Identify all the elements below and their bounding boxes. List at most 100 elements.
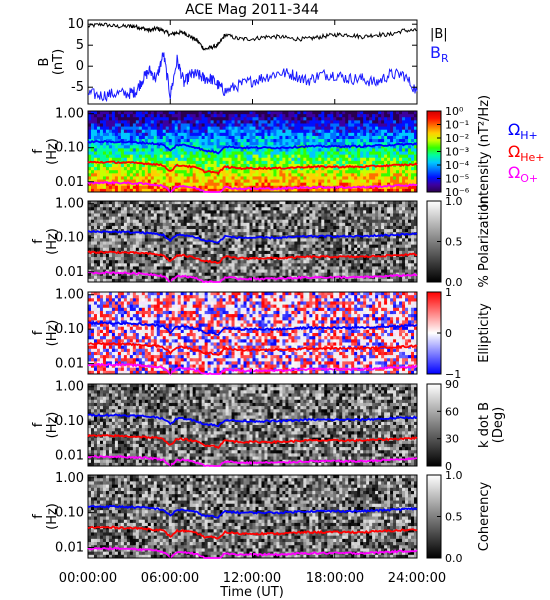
legend-omega-o: ΩO+ <box>508 163 538 185</box>
gyrofrequency-legend: ΩH+ ΩHe+ ΩO+ <box>508 120 545 185</box>
y-tick-label: 1.00 <box>55 197 84 212</box>
spectrogram-cells <box>88 201 418 283</box>
y-tick-label: 0.01 <box>55 175 84 190</box>
y-axis-label: f <box>31 330 46 335</box>
x-tick-label: 00:00:00 <box>59 571 117 586</box>
legend-omega-h-sub: H+ <box>520 129 538 142</box>
he-gyrofrequency-line <box>87 160 418 176</box>
coherency-panel: 1.00 0.10 0.01 f (Hz) 1.0 0.5 0.0 Coherency <box>31 469 492 565</box>
intensity-panel: 1.00 0.10 0.01 f (Hz) 10⁰10⁻¹10⁻²10⁻³10⁻⁴10⁻⁵… <box>31 95 492 208</box>
y-tick-label: 0.01 <box>55 357 84 372</box>
legend-omega-he: ΩHe+ <box>508 142 545 164</box>
b-r-line <box>87 52 418 103</box>
y-axis-label: f <box>31 422 46 427</box>
colorbar-tick-label: 1.0 <box>445 195 463 208</box>
x-axis-title: Time (UT) <box>219 585 284 600</box>
y-tick-label: 0 <box>76 59 84 74</box>
spectrogram-cells <box>88 292 418 375</box>
he-gyrofrequency-line <box>87 341 418 356</box>
colorbar-tick-label: 10⁻⁶ <box>445 186 470 199</box>
y-axis-label: f <box>31 149 46 154</box>
h-gyrofrequency-line <box>87 413 418 428</box>
colorbar-tick-label: 10⁰ <box>445 105 464 118</box>
spectrogram-cells <box>88 111 418 193</box>
y-axis-label: f <box>31 239 46 244</box>
colorbar-tick-label: −1 <box>445 368 461 381</box>
y-axis-label: B <box>37 58 52 67</box>
legend-omega-he-symbol: Ω <box>508 142 520 161</box>
colorbar-tick-label: 10⁻³ <box>445 146 469 159</box>
y-axis-unit: (Hz) <box>45 320 60 347</box>
colorbar-tick-label: 10⁻⁴ <box>445 159 470 172</box>
y-tick-label: 0.01 <box>55 265 84 280</box>
y-tick-label: 0.01 <box>55 449 84 464</box>
colorbar <box>426 383 442 467</box>
y-tick-label: 1.00 <box>55 288 84 303</box>
spectrogram-cells <box>88 475 418 559</box>
colorbar-tick-label: 0.5 <box>445 511 463 524</box>
magnetic-field-panel: 10 5 0 -5 B (nT) <box>37 17 418 105</box>
he-gyrofrequency-line <box>87 525 418 540</box>
y-axis-unit: (nT) <box>51 49 66 75</box>
y-tick-label: 0.10 <box>55 231 84 246</box>
colorbar-tick-label: 1.0 <box>445 469 463 482</box>
colorbar-tick-label: 0 <box>445 460 452 473</box>
colorbar-tick-label: 0.0 <box>445 552 463 565</box>
y-tick-label: 0.01 <box>55 541 84 556</box>
legend-omega-o-symbol: Ω <box>508 163 520 182</box>
colorbar-tick-label: 0 <box>445 327 452 340</box>
y-tick-label: 0.10 <box>55 141 84 156</box>
colorbar-label: % Polarization <box>477 195 492 287</box>
legend-omega-h-symbol: Ω <box>508 120 520 139</box>
h-gyrofrequency-line <box>87 139 418 155</box>
ellipticity-panel: 1.00 0.10 0.01 f (Hz) 1 0 −1 Ellipticity <box>31 286 492 381</box>
y-axis-unit: (Hz) <box>45 228 60 255</box>
colorbar-tick-label: 1 <box>445 286 452 299</box>
b-magnitude-line <box>87 22 418 51</box>
colorbar-tick-label: 10⁻² <box>445 132 469 145</box>
h-gyrofrequency-line <box>87 229 418 244</box>
colorbar-tick-label: 0.5 <box>445 236 463 249</box>
k-dot-b-panel: 1.00 0.10 0.01 f (Hz) 90 60 30 0 k dot B (Deg) <box>31 378 506 473</box>
h-gyrofrequency-line <box>87 504 418 519</box>
y-tick-label: 5 <box>76 38 84 53</box>
y-tick-label: 0.10 <box>55 322 84 337</box>
legend-omega-h: ΩH+ <box>508 120 538 142</box>
polarization-panel: 1.00 0.10 0.01 f (Hz) 1.0 0.5 0.0 % Polarization <box>31 195 492 289</box>
y-axis-unit: (Hz) <box>45 138 60 165</box>
x-tick-label: 18:00:00 <box>306 571 364 586</box>
colorbar-label: Coherency <box>477 481 492 551</box>
y-axis-unit: (Hz) <box>45 412 60 439</box>
y-axis-label: f <box>31 514 46 519</box>
legend-b-r: BR <box>430 43 449 65</box>
he-gyrofrequency-line <box>87 250 418 265</box>
legend-omega-o-sub: O+ <box>520 172 538 185</box>
y-tick-label: 0.10 <box>55 414 84 429</box>
legend-b-magnitude: |B| <box>430 27 448 42</box>
colorbar-tick-label: 0.0 <box>445 276 463 289</box>
y-tick-label: 1.00 <box>55 471 84 486</box>
x-tick-label: 24:00:00 <box>388 571 446 586</box>
y-tick-label: 10 <box>67 17 84 32</box>
spectrogram-cells <box>88 384 418 467</box>
colorbar-tick-label: 10⁻⁵ <box>445 173 469 186</box>
y-tick-label: 1.00 <box>55 380 84 395</box>
colorbar-tick-label: 30 <box>445 433 459 446</box>
colorbar-label-unit: (Deg) <box>491 407 506 443</box>
h-gyrofrequency-line <box>87 320 418 337</box>
colorbar-label: k dot B <box>477 402 492 448</box>
colorbar-tick-label: 90 <box>445 378 459 391</box>
colorbar-label: Ellipticity <box>477 303 492 363</box>
figure-title: ACE Mag 2011-344 <box>185 2 319 18</box>
legend-omega-he-sub: He+ <box>520 151 544 164</box>
plot-frame <box>87 19 418 105</box>
y-tick-label: 0.10 <box>55 506 84 521</box>
y-axis-unit: (Hz) <box>45 503 60 530</box>
y-tick-label: -5 <box>71 80 84 95</box>
colorbar-label: Intensity (nT²/Hz) <box>477 95 492 208</box>
legend-b-r-sub: R <box>441 52 449 65</box>
he-gyrofrequency-line <box>87 433 418 450</box>
colorbar-tick-label: 60 <box>445 405 459 418</box>
x-tick-label: 06:00:00 <box>141 571 199 586</box>
